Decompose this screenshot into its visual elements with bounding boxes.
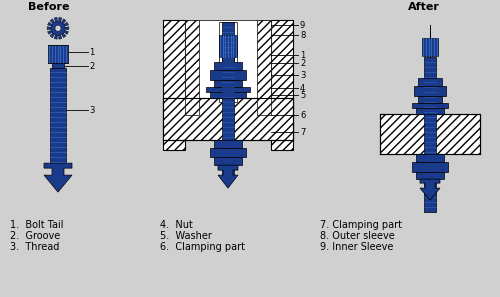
Bar	[418, 96, 442, 103]
Text: Before: Before	[28, 2, 70, 12]
Text: 2: 2	[300, 59, 305, 68]
Polygon shape	[44, 163, 72, 192]
Polygon shape	[62, 19, 66, 23]
Bar	[210, 70, 246, 80]
Text: 5: 5	[300, 91, 305, 100]
Bar	[422, 38, 438, 56]
Text: 1: 1	[300, 51, 305, 60]
Bar	[424, 57, 436, 212]
Bar	[52, 63, 64, 68]
Circle shape	[55, 25, 61, 31]
Polygon shape	[54, 35, 58, 39]
Polygon shape	[50, 19, 54, 23]
Bar	[210, 148, 246, 157]
Text: 4: 4	[300, 84, 305, 93]
Text: 2: 2	[89, 62, 94, 71]
Bar	[50, 68, 66, 163]
Bar	[412, 103, 448, 108]
Polygon shape	[420, 179, 440, 200]
Bar	[257, 20, 271, 115]
Text: 9. Inner Sleeve: 9. Inner Sleeve	[320, 242, 394, 252]
Bar	[163, 20, 185, 150]
Polygon shape	[48, 22, 52, 26]
Bar	[418, 78, 442, 86]
Polygon shape	[54, 17, 58, 22]
Bar	[414, 86, 446, 96]
Text: 1: 1	[89, 48, 94, 57]
Polygon shape	[65, 27, 69, 30]
Bar	[219, 22, 237, 102]
Bar	[210, 92, 246, 98]
Bar	[412, 162, 448, 172]
Bar	[185, 20, 199, 115]
Polygon shape	[50, 33, 54, 38]
Bar	[214, 80, 242, 87]
Text: 9: 9	[300, 21, 305, 30]
Text: 7. Clamping part: 7. Clamping part	[320, 220, 402, 230]
Polygon shape	[58, 35, 62, 39]
Bar	[271, 20, 293, 150]
Text: 7: 7	[300, 128, 306, 137]
Text: After: After	[408, 2, 440, 12]
Polygon shape	[64, 30, 68, 34]
Text: 5.  Washer: 5. Washer	[160, 231, 212, 241]
Bar	[214, 157, 242, 165]
Text: 6: 6	[300, 111, 306, 120]
Circle shape	[51, 21, 65, 35]
Bar	[214, 140, 242, 148]
Bar	[222, 57, 234, 62]
Text: 3.  Thread: 3. Thread	[10, 242, 59, 252]
Bar	[416, 154, 444, 162]
Text: 2.  Groove: 2. Groove	[10, 231, 60, 241]
Text: 8. Outer sleeve: 8. Outer sleeve	[320, 231, 395, 241]
Bar	[185, 20, 271, 115]
Bar	[219, 35, 237, 57]
Polygon shape	[58, 17, 62, 22]
Bar	[416, 172, 444, 179]
Text: 4.  Nut: 4. Nut	[160, 220, 193, 230]
Bar	[416, 108, 444, 114]
Polygon shape	[47, 27, 51, 30]
Bar	[380, 114, 480, 154]
Polygon shape	[62, 33, 66, 38]
Bar	[206, 87, 250, 92]
Bar	[214, 62, 242, 70]
Polygon shape	[48, 30, 52, 34]
Text: 6.  Clamping part: 6. Clamping part	[160, 242, 245, 252]
Text: 1.  Bolt Tail: 1. Bolt Tail	[10, 220, 64, 230]
Polygon shape	[64, 22, 68, 26]
Text: 3: 3	[300, 71, 306, 80]
Text: 8: 8	[300, 31, 306, 40]
Bar	[163, 98, 293, 140]
Bar	[222, 22, 234, 177]
Text: 3: 3	[89, 106, 94, 115]
Polygon shape	[218, 165, 238, 188]
Bar	[48, 45, 68, 63]
